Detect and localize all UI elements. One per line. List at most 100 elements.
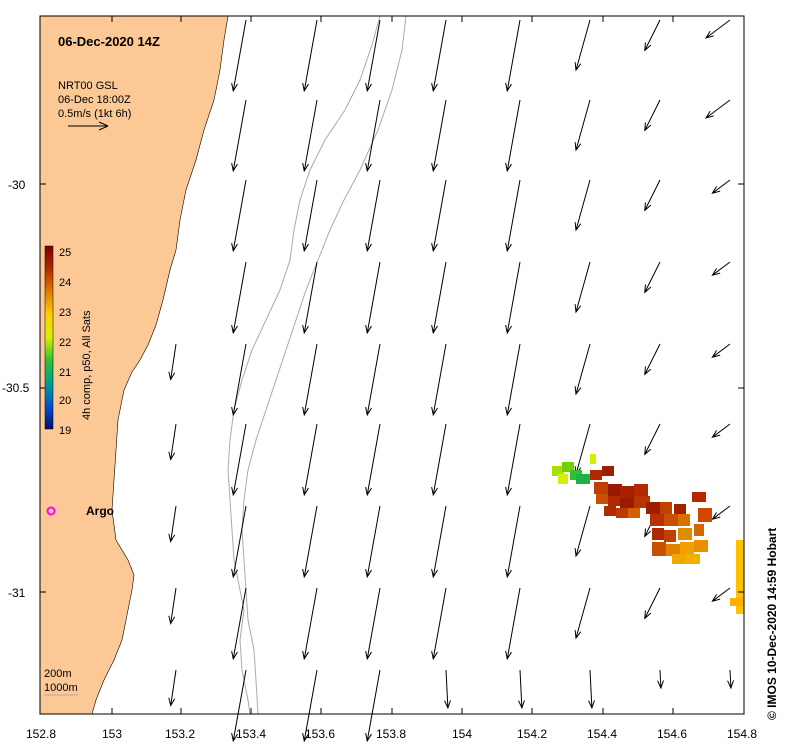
x-tick-label: 153.6 bbox=[305, 727, 335, 741]
current-arrow bbox=[711, 587, 731, 603]
sst-pixel bbox=[664, 530, 676, 542]
current-arrow bbox=[711, 423, 731, 439]
map-title: 06-Dec-2020 14Z bbox=[58, 34, 160, 49]
isobath-200m-label: 200m bbox=[44, 668, 72, 680]
sst-pixel bbox=[694, 540, 708, 552]
current-arrow bbox=[365, 423, 381, 497]
current-arrow bbox=[644, 19, 661, 52]
current-arrow bbox=[231, 669, 247, 743]
current-arrow bbox=[302, 669, 318, 743]
axis-ticks bbox=[39, 16, 745, 714]
land-coastline bbox=[39, 15, 229, 715]
x-tick-label: 153.4 bbox=[236, 727, 266, 741]
colorbar-tick-label: 25 bbox=[59, 247, 71, 259]
x-tick-label: 154.6 bbox=[657, 727, 687, 741]
current-arrow bbox=[505, 19, 521, 93]
current-arrow bbox=[431, 179, 447, 253]
product-name: NRT00 GSL bbox=[58, 80, 118, 92]
colorbar bbox=[44, 245, 54, 430]
colorbar-label: 4h comp, p50, All Sats bbox=[81, 310, 93, 420]
sst-pixel bbox=[694, 524, 704, 536]
sst-pixel bbox=[596, 494, 608, 504]
current-arrow bbox=[644, 99, 661, 132]
current-arrow bbox=[365, 99, 381, 173]
sst-pixel bbox=[652, 542, 666, 556]
sst-pixel bbox=[680, 542, 694, 556]
velocity-scale-arrow bbox=[68, 121, 109, 131]
sst-pixel bbox=[664, 514, 678, 526]
x-tick-label: 153 bbox=[102, 727, 122, 741]
sst-pixel bbox=[672, 554, 686, 564]
current-arrow bbox=[505, 505, 521, 579]
current-arrow bbox=[704, 99, 731, 119]
sst-pixel bbox=[558, 474, 568, 484]
current-arrow bbox=[302, 179, 318, 253]
sst-pixel bbox=[620, 486, 634, 498]
current-arrow bbox=[444, 669, 451, 710]
current-arrow bbox=[711, 179, 731, 195]
x-axis-labels: 152.8 153 153.2 153.4 153.6 153.8 154 15… bbox=[26, 727, 757, 741]
colorbar-tick-label: 22 bbox=[59, 337, 71, 349]
sst-pixel bbox=[698, 508, 712, 522]
sst-pixel bbox=[616, 508, 630, 518]
current-arrow bbox=[302, 423, 318, 497]
sst-pixel bbox=[590, 470, 602, 480]
current-arrow bbox=[505, 99, 521, 173]
sst-pixel bbox=[730, 598, 744, 606]
colorbar-tick-label: 24 bbox=[59, 277, 71, 289]
current-arrow bbox=[168, 669, 177, 707]
current-arrow bbox=[231, 423, 247, 497]
current-arrow bbox=[574, 19, 591, 72]
current-arrow bbox=[302, 343, 318, 417]
current-arrow bbox=[231, 99, 247, 173]
sst-pixel bbox=[620, 498, 634, 508]
current-arrow bbox=[431, 587, 447, 661]
current-arrow bbox=[644, 179, 661, 212]
sst-pixel bbox=[678, 514, 690, 526]
sst-pixel bbox=[736, 606, 744, 614]
current-arrow bbox=[365, 179, 381, 253]
sst-pixel bbox=[678, 528, 692, 540]
current-arrow bbox=[505, 423, 521, 497]
current-arrow bbox=[365, 19, 381, 93]
x-tick-label: 153.2 bbox=[165, 727, 195, 741]
current-arrow bbox=[231, 587, 247, 661]
current-arrow bbox=[431, 343, 447, 417]
current-arrow bbox=[365, 669, 381, 743]
x-tick-label: 154.8 bbox=[727, 727, 757, 741]
current-arrow bbox=[518, 669, 525, 710]
current-arrow bbox=[505, 179, 521, 253]
current-arrow bbox=[574, 179, 591, 232]
sst-pixel bbox=[602, 466, 614, 476]
sst-pixel bbox=[608, 496, 622, 506]
current-arrow bbox=[431, 505, 447, 579]
sst-patch bbox=[552, 454, 744, 614]
current-arrow bbox=[365, 343, 381, 417]
colorbar-tick-label: 21 bbox=[59, 367, 71, 379]
x-tick-label: 154.2 bbox=[517, 727, 547, 741]
sst-pixel bbox=[666, 544, 680, 556]
sst-pixel bbox=[628, 508, 640, 518]
current-arrow bbox=[365, 587, 381, 661]
current-arrow bbox=[727, 669, 734, 690]
sst-pixel bbox=[646, 502, 660, 514]
current-arrow bbox=[505, 587, 521, 661]
current-arrow bbox=[711, 343, 731, 359]
sst-pixel bbox=[576, 474, 590, 484]
current-arrow bbox=[588, 669, 595, 710]
current-arrow bbox=[505, 261, 521, 335]
y-axis-labels: -30 -30.5 -31 bbox=[2, 178, 30, 600]
current-arrow bbox=[711, 261, 731, 277]
sst-pixel bbox=[552, 466, 564, 476]
x-tick-label: 152.8 bbox=[26, 727, 56, 741]
isobath-1000m-label: 1000m bbox=[44, 682, 78, 694]
current-vectors bbox=[168, 19, 734, 743]
sst-pixel bbox=[692, 492, 706, 502]
current-arrow bbox=[574, 587, 591, 640]
current-arrow bbox=[574, 505, 591, 558]
sst-pixel bbox=[652, 528, 664, 540]
current-arrow bbox=[168, 587, 177, 625]
sst-pixel bbox=[562, 462, 574, 472]
current-arrow bbox=[231, 261, 247, 335]
